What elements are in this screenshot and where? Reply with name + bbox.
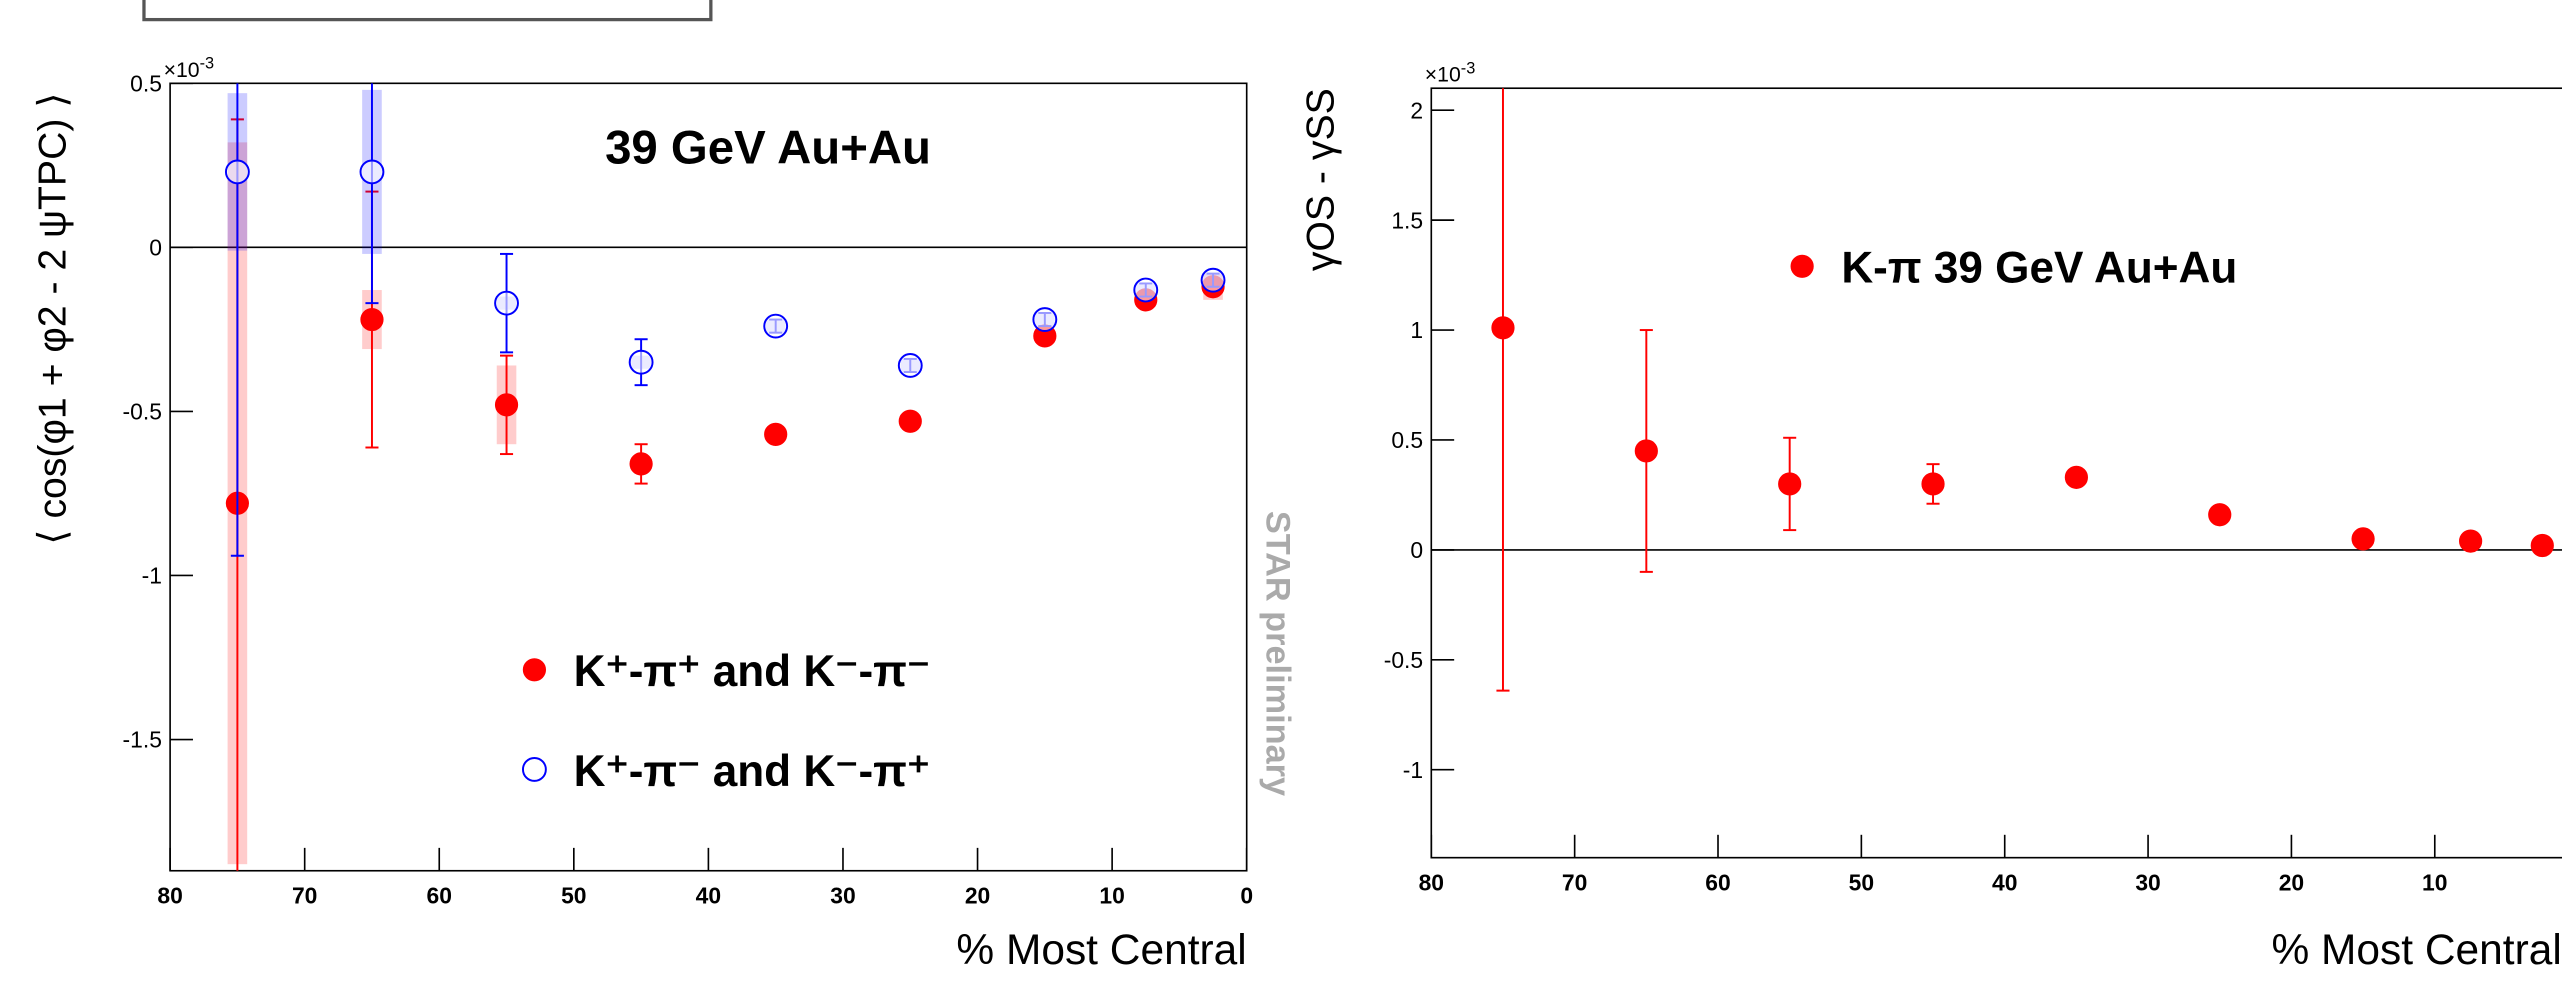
y-tick-label: 0.5 (130, 70, 162, 96)
y-tick-label: -0.5 (123, 399, 162, 425)
x-tick-label: 70 (1562, 869, 1587, 895)
x-tick-label: 20 (2279, 869, 2304, 895)
x-tick-label: 40 (1992, 869, 2017, 895)
legend-marker (1790, 254, 1814, 278)
y-multiplier: ×10-3 (164, 55, 215, 82)
y-multiplier-base: ×10 (164, 59, 200, 82)
data-point (2064, 465, 2088, 489)
data-point (1778, 472, 1802, 496)
frame-fragment (142, 0, 713, 22)
y-tick-label: -1.5 (123, 727, 162, 753)
y-axis-label: ⟨ cos(φ1 + φ2 - 2 ψTPC) ⟩ (32, 92, 75, 544)
y-tick-label: 1.5 (1391, 207, 1423, 233)
x-axis-label: % Most Central (956, 926, 1246, 973)
legend-label: K⁺-π⁺ and K⁻-π⁻ (574, 647, 931, 696)
legend-label: K-π 39 GeV Au+Au (1841, 244, 2237, 293)
data-point (1491, 316, 1515, 340)
y-tick-label: 2 (1410, 97, 1423, 123)
data-point (2530, 533, 2554, 558)
x-tick-label: 50 (1849, 869, 1874, 895)
x-tick-label: 20 (965, 882, 990, 908)
legend-label: K⁺-π⁻ and K⁻-π⁺ (574, 747, 931, 796)
data-point (1921, 472, 1945, 496)
data-point (224, 159, 250, 185)
data-point (764, 422, 788, 446)
data-point (1133, 277, 1159, 303)
axes-frame (1430, 87, 2562, 859)
x-tick-label: 30 (2135, 869, 2160, 895)
data-point (2459, 529, 2483, 553)
y-tick-label: -0.5 (1384, 647, 1423, 673)
x-tick-label: 30 (830, 882, 855, 908)
legend-marker (522, 658, 547, 682)
y-tick-label: 0 (1410, 537, 1423, 563)
legend-marker (522, 757, 547, 782)
x-tick-label: 40 (696, 882, 721, 908)
x-tick-label: 70 (292, 882, 317, 908)
data-layer (1491, 88, 2554, 692)
x-tick-label: 80 (157, 882, 182, 908)
y-tick-label: -1 (142, 563, 162, 589)
data-point (628, 349, 654, 375)
x-tick-label: 50 (561, 882, 586, 908)
data-point (629, 452, 653, 476)
watermark: STAR preliminary (1258, 511, 1296, 796)
x-tick-label: 80 (1419, 869, 1444, 895)
x-tick-label: 10 (2422, 869, 2447, 895)
data-point (359, 159, 385, 185)
x-tick-label: 60 (427, 882, 452, 908)
data-point (2351, 527, 2375, 551)
data-layer (224, 83, 1226, 871)
y-tick-label: -1 (1403, 757, 1423, 783)
x-tick-label: 60 (1705, 869, 1730, 895)
data-point (763, 313, 789, 339)
y-axis-label: γOS - γSS (1299, 88, 1342, 271)
data-point (1634, 439, 1658, 463)
data-point (1032, 307, 1058, 332)
plot-area: 2 1.5 1 0.5 0 -0.5 -1 80 70 60 50 40 30 20 10 ×10-3 % Mo… (1299, 60, 2562, 973)
data-point (494, 393, 519, 417)
annotation: 39 GeV Au+Au (605, 121, 931, 174)
y-multiplier-exponent: -3 (1461, 60, 1476, 78)
data-point (897, 353, 923, 378)
data-point (1200, 267, 1226, 293)
y-multiplier-base: ×10 (1425, 64, 1461, 87)
data-point (360, 307, 384, 332)
data-point (898, 409, 922, 433)
x-tick-label: 10 (1099, 882, 1124, 908)
y-tick-label: 0.5 (1391, 427, 1423, 453)
y-multiplier: ×10-3 (1425, 60, 1476, 87)
y-multiplier-exponent: -3 (200, 55, 215, 73)
x-tick-label: 0 (1240, 882, 1253, 908)
plot-area: 0.5 0 -0.5 -1 -1.5 80 70 60 50 40 30 20 10 0 ×10-3 % Mo… (32, 55, 1297, 973)
data-point (494, 290, 519, 316)
y-tick-label: 0 (149, 235, 162, 261)
y-tick-label: 1 (1410, 317, 1423, 343)
data-point (2208, 503, 2232, 527)
x-axis-label: % Most Central (2271, 926, 2561, 973)
